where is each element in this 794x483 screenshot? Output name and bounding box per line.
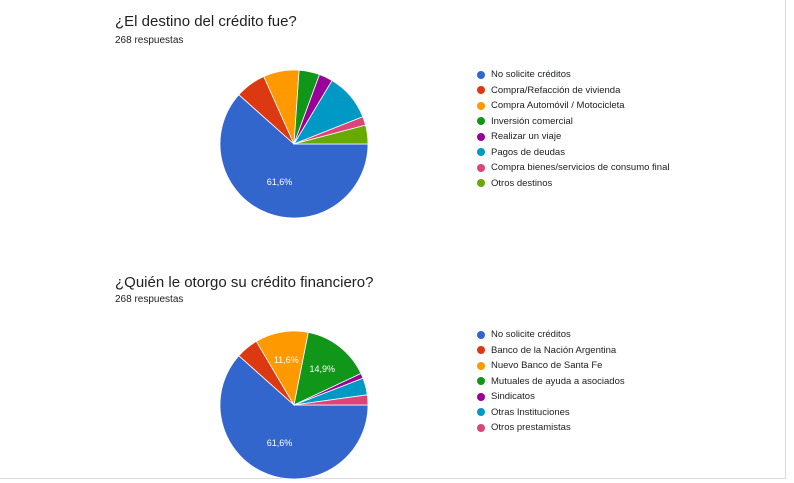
pie-slice[interactable] — [219, 94, 369, 219]
pie-slice[interactable] — [293, 394, 369, 406]
legend-item[interactable]: Pagos de deudas — [477, 147, 681, 158]
legend-swatch — [477, 330, 485, 339]
legend-item[interactable]: Mutuales de ayuda a asociados — [477, 376, 681, 387]
legend-swatch — [477, 346, 485, 354]
legend-item[interactable]: No solicite créditos — [477, 329, 681, 340]
pie-chart-credit-lender: 61,6% 11,6% 14,9% — [219, 330, 369, 480]
legend-label: No solicite créditos — [491, 69, 571, 80]
legend-credit-lender: No solicite créditos Banco de la Nación … — [477, 329, 681, 438]
legend-swatch — [477, 408, 485, 416]
pie-slice[interactable] — [293, 331, 362, 406]
legend-credit-destination: No solicite créditos Compra/Refacción de… — [477, 69, 681, 193]
legend-item[interactable]: Otros prestamistas — [477, 422, 681, 433]
response-count: 268 respuestas — [115, 294, 184, 305]
legend-label: No solicite créditos — [491, 329, 571, 340]
legend-label: Pagos de deudas — [491, 146, 565, 158]
slice-value-label: 61,6% — [267, 438, 293, 448]
pie-slice[interactable] — [219, 355, 369, 480]
response-count: 268 respuestas — [115, 35, 184, 46]
legend-item[interactable]: Nuevo Banco de Santa Fe — [477, 360, 681, 371]
legend-swatch — [477, 377, 485, 385]
legend-item[interactable]: Compra bienes/servicios de consumo final — [477, 162, 681, 173]
slice-value-label: 11,6% — [274, 355, 299, 365]
legend-label: Otros prestamistas — [491, 422, 571, 433]
legend-swatch — [477, 179, 485, 187]
chart-title: ¿El destino del crédito fue? — [115, 13, 297, 30]
legend-label: Mutuales de ayuda a asociados — [491, 375, 625, 387]
pie-slice[interactable] — [293, 124, 369, 145]
legend-swatch — [477, 148, 485, 156]
legend-item[interactable]: Otros destinos — [477, 178, 681, 189]
pie-chart-credit-destination: 61,6% — [219, 69, 369, 219]
chart-block-credit-lender: ¿Quién le otorgo su crédito financiero? … — [0, 262, 785, 480]
legend-item[interactable]: No solicite créditos — [477, 69, 681, 80]
legend-label: Sindicatos — [491, 391, 535, 402]
legend-item[interactable]: Sindicatos — [477, 391, 681, 402]
chart-title: ¿Quién le otorgo su crédito financiero? — [115, 274, 374, 291]
legend-label: Nuevo Banco de Santa Fe — [491, 360, 603, 371]
legend-item[interactable]: Realizar un viaje — [477, 131, 681, 142]
legend-label: Realizar un viaje — [491, 131, 562, 142]
legend-swatch — [477, 101, 485, 110]
legend-swatch — [477, 117, 485, 125]
slice-value-label: 14,9% — [309, 364, 335, 374]
legend-swatch — [477, 132, 485, 141]
legend-item[interactable]: Banco de la Nación Argentina — [477, 345, 681, 356]
legend-item[interactable]: Inversión comercial — [477, 116, 681, 127]
legend-label: Otras Instituciones — [491, 406, 570, 418]
legend-swatch — [477, 361, 485, 370]
legend-item[interactable]: Otras Instituciones — [477, 407, 681, 418]
legend-swatch — [477, 423, 485, 432]
slice-value-label: 61,6% — [267, 177, 293, 187]
legend-item[interactable]: Compra/Refacción de vivienda — [477, 85, 681, 96]
legend-swatch — [477, 86, 485, 94]
legend-item[interactable]: Compra Automóvil / Motocicleta — [477, 100, 681, 111]
legend-swatch — [477, 163, 485, 172]
legend-swatch — [477, 392, 485, 401]
legend-label: Compra bienes/servicios de consumo final — [491, 162, 670, 173]
legend-label: Otros destinos — [491, 177, 553, 189]
legend-label: Banco de la Nación Argentina — [491, 344, 617, 356]
legend-label: Inversión comercial — [491, 115, 573, 127]
legend-label: Compra Automóvil / Motocicleta — [491, 100, 625, 111]
legend-swatch — [477, 70, 485, 79]
chart-block-credit-destination: ¿El destino del crédito fue? 268 respues… — [115, 13, 681, 219]
legend-label: Compra/Refacción de vivienda — [491, 84, 621, 96]
